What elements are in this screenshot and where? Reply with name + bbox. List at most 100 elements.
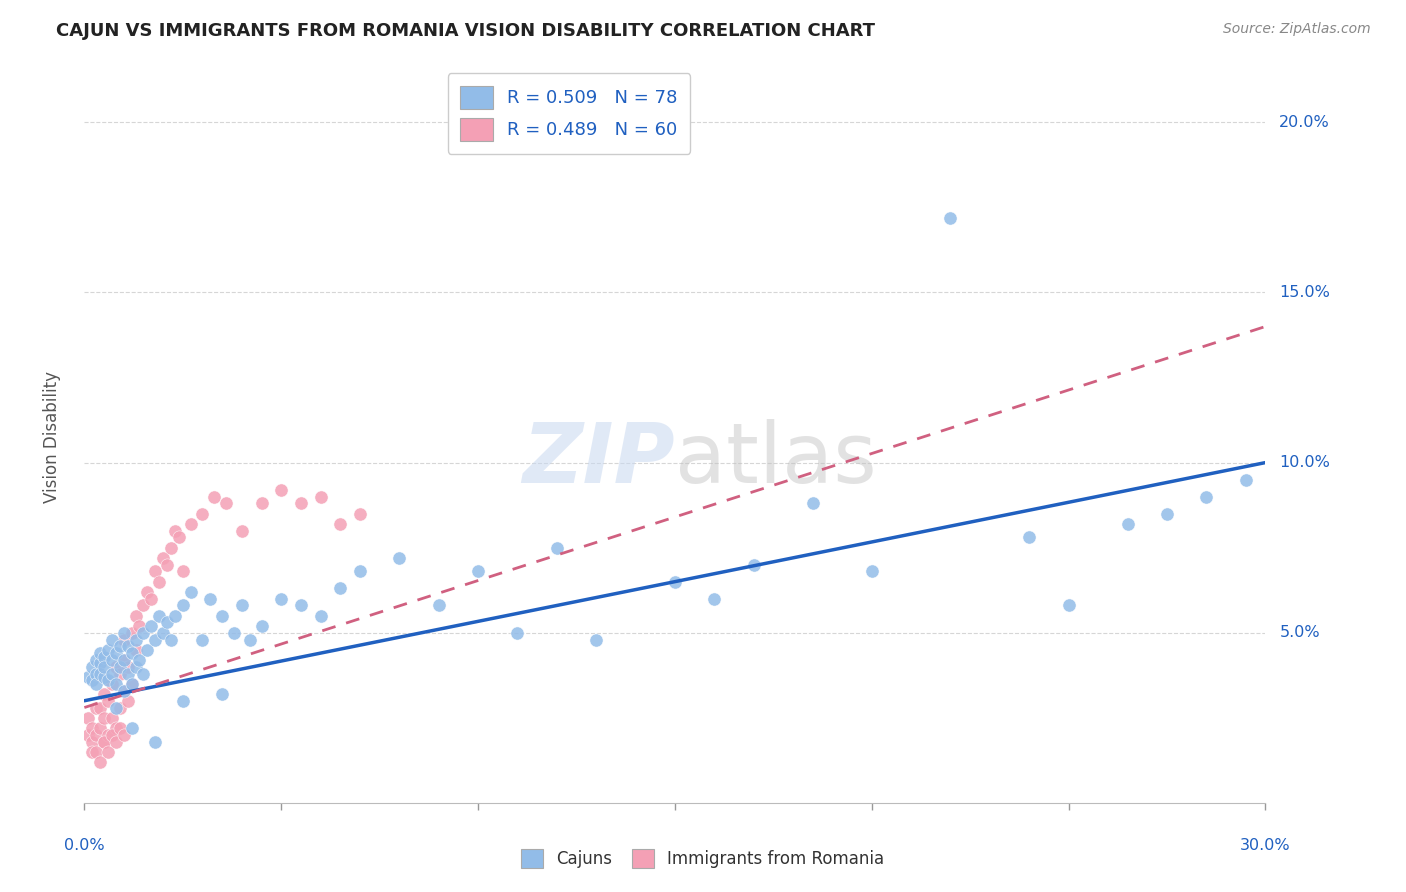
Point <box>117 659 139 673</box>
Point <box>156 558 179 572</box>
Point <box>163 608 186 623</box>
Text: ZIP: ZIP <box>522 418 675 500</box>
Point <box>239 632 262 647</box>
Point <box>250 619 273 633</box>
Point <box>143 632 166 647</box>
Point <box>215 496 238 510</box>
Point <box>93 734 115 748</box>
Text: 10.0%: 10.0% <box>1279 455 1330 470</box>
Point <box>664 574 686 589</box>
Point <box>141 591 163 606</box>
Point <box>163 524 186 538</box>
Point <box>112 632 135 647</box>
Point <box>108 659 131 673</box>
Point <box>143 565 166 579</box>
Point <box>191 632 214 647</box>
Text: 20.0%: 20.0% <box>1279 115 1330 130</box>
Point <box>101 728 124 742</box>
Point <box>136 642 159 657</box>
Point <box>427 599 450 613</box>
Point <box>1156 507 1178 521</box>
Point <box>141 619 163 633</box>
Point <box>388 550 411 565</box>
Point <box>121 721 143 735</box>
Point <box>104 721 127 735</box>
Point <box>82 659 104 673</box>
Legend: Cajuns, Immigrants from Romania: Cajuns, Immigrants from Romania <box>515 843 891 875</box>
Point <box>101 653 124 667</box>
Text: 30.0%: 30.0% <box>1240 838 1291 853</box>
Point <box>172 694 194 708</box>
Point <box>124 632 146 647</box>
Point <box>117 694 139 708</box>
Point <box>77 711 100 725</box>
Point <box>121 677 143 691</box>
Point <box>152 625 174 640</box>
Point <box>1057 599 1080 613</box>
Point <box>77 670 100 684</box>
Point <box>93 659 115 673</box>
Point <box>93 649 115 664</box>
Text: Source: ZipAtlas.com: Source: ZipAtlas.com <box>1223 22 1371 37</box>
Point <box>128 619 150 633</box>
Point <box>89 700 111 714</box>
Y-axis label: Vision Disability: Vision Disability <box>44 371 62 503</box>
Point <box>89 657 111 671</box>
Point <box>124 608 146 623</box>
Point <box>84 745 107 759</box>
Point <box>136 585 159 599</box>
Point <box>270 591 292 606</box>
Point <box>801 496 824 510</box>
Point <box>121 625 143 640</box>
Point <box>172 565 194 579</box>
Point <box>117 640 139 654</box>
Point <box>121 646 143 660</box>
Point <box>506 625 529 640</box>
Point <box>172 599 194 613</box>
Point <box>112 625 135 640</box>
Point <box>84 653 107 667</box>
Point <box>104 646 127 660</box>
Point <box>89 646 111 660</box>
Point <box>939 211 962 225</box>
Point <box>211 608 233 623</box>
Point <box>121 677 143 691</box>
Point <box>93 670 115 684</box>
Point <box>89 755 111 769</box>
Text: 15.0%: 15.0% <box>1279 285 1330 300</box>
Point <box>546 541 568 555</box>
Point <box>156 615 179 630</box>
Legend: R = 0.509   N = 78, R = 0.489   N = 60: R = 0.509 N = 78, R = 0.489 N = 60 <box>447 73 690 153</box>
Point <box>97 642 120 657</box>
Point <box>290 599 312 613</box>
Point <box>585 632 607 647</box>
Point <box>1116 516 1139 531</box>
Point <box>84 666 107 681</box>
Point <box>112 653 135 667</box>
Point <box>290 496 312 510</box>
Point <box>124 642 146 657</box>
Point <box>104 734 127 748</box>
Point <box>1195 490 1218 504</box>
Point <box>222 625 245 640</box>
Point <box>82 721 104 735</box>
Text: atlas: atlas <box>675 418 876 500</box>
Point <box>101 632 124 647</box>
Point <box>329 582 352 596</box>
Point <box>270 483 292 497</box>
Point <box>167 531 190 545</box>
Point <box>160 541 183 555</box>
Point <box>309 490 332 504</box>
Text: 0.0%: 0.0% <box>65 838 104 853</box>
Point <box>108 700 131 714</box>
Point <box>104 677 127 691</box>
Point <box>82 745 104 759</box>
Point <box>82 734 104 748</box>
Point <box>231 524 253 538</box>
Point <box>93 687 115 701</box>
Point <box>117 666 139 681</box>
Point <box>160 632 183 647</box>
Point <box>329 516 352 531</box>
Point <box>152 550 174 565</box>
Point <box>93 734 115 748</box>
